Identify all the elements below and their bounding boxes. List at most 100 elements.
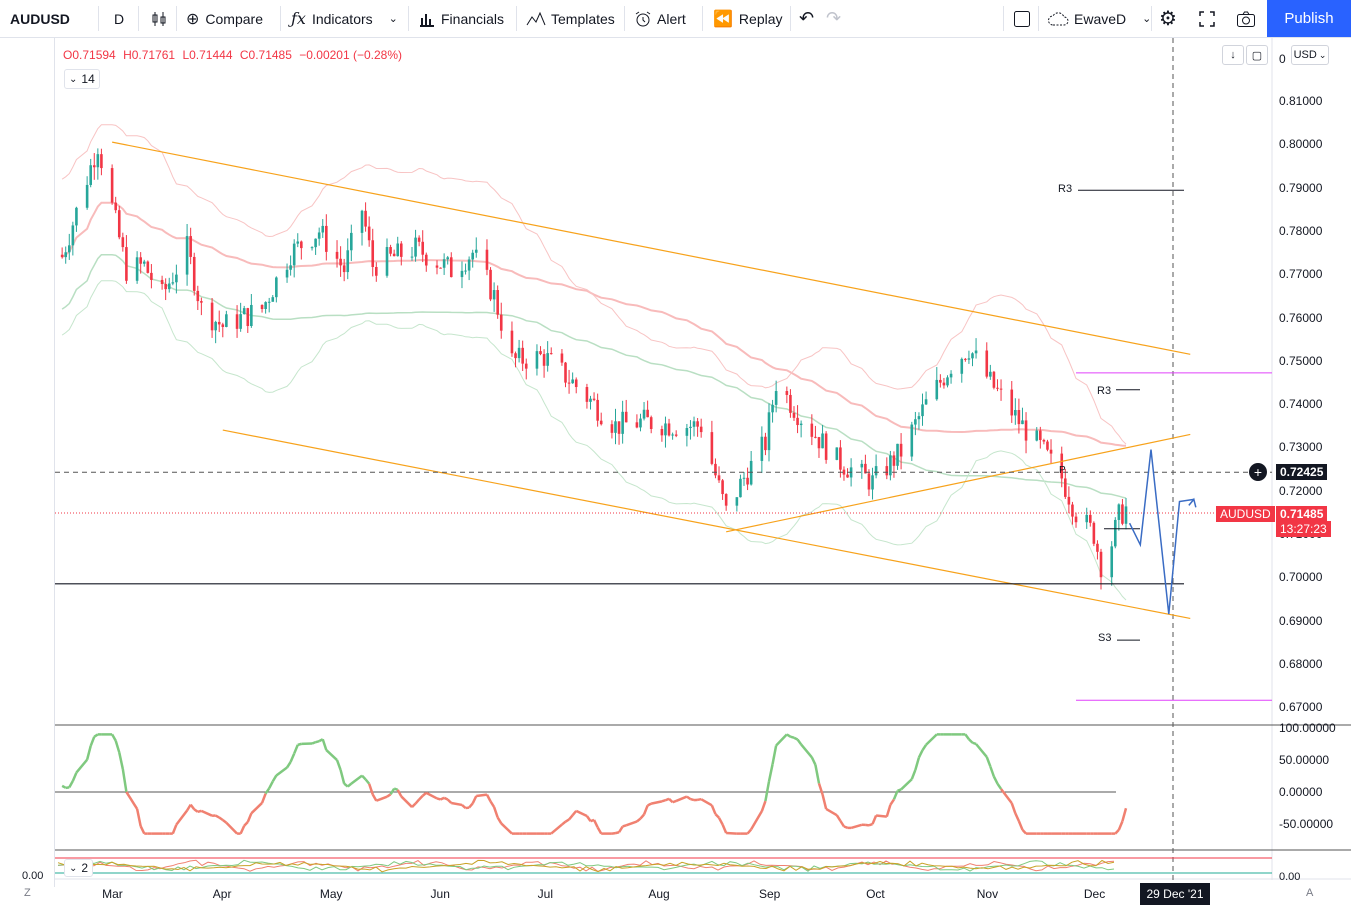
add-alert-plus-icon[interactable]: + (1249, 463, 1267, 481)
oscillator-segment (189, 803, 196, 811)
oscillator-segment (617, 825, 624, 833)
oscillator-segment (93, 733, 99, 738)
candle-body (589, 398, 592, 402)
oscillator-segment (622, 824, 627, 828)
timezone-corner-left[interactable]: Z (24, 887, 31, 899)
financials-button[interactable]: Financials (418, 0, 504, 37)
oscillator-segment (686, 795, 692, 801)
oscillator-segment (193, 808, 199, 813)
undo-button[interactable]: ↶ (799, 0, 814, 37)
oscillator-segment (118, 752, 125, 770)
oscillator-segment (111, 733, 117, 742)
candle-body (642, 409, 646, 419)
currency-button[interactable]: USD ⌄ (1291, 45, 1329, 65)
oscillator-segment (672, 799, 677, 804)
candle-body (424, 254, 428, 266)
indicator-length-box[interactable]: ⌄ 14 (64, 69, 100, 89)
candle-body (189, 236, 192, 257)
toolbar-separator (138, 6, 139, 31)
oscillator-segment (243, 821, 249, 827)
candle-body (289, 265, 292, 270)
candle-body (335, 251, 339, 259)
candle-body (585, 387, 589, 402)
oscillator-segment (371, 793, 378, 802)
oscillator-segment (421, 791, 428, 797)
alert-button[interactable]: Alert (634, 0, 686, 37)
channel-upper-line (112, 141, 1191, 355)
candle-body (517, 347, 521, 359)
templates-button[interactable]: Templates (526, 0, 615, 37)
candle-body (446, 257, 449, 260)
oscillator-segment (476, 793, 488, 798)
bar-chart-icon (420, 13, 434, 27)
price-scale-label: 0.72000 (1279, 483, 1323, 498)
sub-scale-right: 0.00 (1279, 871, 1301, 883)
oscillator-segment (1021, 828, 1027, 835)
oscillator-segment (760, 800, 767, 812)
oscillator-segment (764, 781, 771, 802)
chart-type-button[interactable] (150, 0, 168, 37)
layout-toggle-button[interactable] (1013, 0, 1031, 37)
layout-name-button[interactable]: EwaveD ⌄ (1047, 0, 1151, 37)
sub-indicator-length-box[interactable]: ⌄ 2 (64, 859, 94, 877)
oscillator-segment (717, 817, 724, 826)
oscillator-segment (268, 780, 274, 789)
candle-body (275, 277, 278, 298)
oscillator-segment (661, 799, 666, 803)
candle-body (1085, 514, 1089, 523)
compare-button[interactable]: ⊕ Compare (186, 10, 263, 28)
close-value: C0.71485 (239, 48, 292, 62)
candle-body (949, 373, 953, 378)
candle-body (1039, 430, 1042, 440)
oscillator-segment (325, 749, 338, 761)
oscillator-segment (575, 809, 588, 818)
toolbar-separator (280, 6, 281, 31)
candle-body (874, 466, 878, 476)
oscillator-segment (885, 804, 892, 818)
auto-scale-corner[interactable]: A (1306, 887, 1314, 899)
bollinger-upper (61, 124, 1127, 445)
candle-body (214, 321, 217, 331)
replay-button[interactable]: ⏪ Replay (713, 10, 783, 28)
oscillator-scale-label: 100.00000 (1279, 721, 1336, 735)
maximize-pane-button[interactable]: ▢ (1246, 45, 1268, 65)
candle-body (596, 399, 599, 421)
candle-body (821, 433, 824, 449)
candle-body (439, 267, 442, 269)
candle-body (974, 350, 978, 354)
drawing-toolbar (0, 38, 55, 887)
oscillator-segment (425, 791, 438, 800)
candle-body (1113, 519, 1117, 547)
settings-button[interactable]: ⚙ (1159, 0, 1177, 37)
candle-body (1124, 506, 1128, 524)
candle-body (710, 432, 714, 464)
fullscreen-button[interactable] (1198, 0, 1216, 37)
low-value: L0.71444 (182, 48, 233, 62)
top-toolbar: AUDUSD D ⊕ Compare ƒx Indicators ⌄ Financia… (0, 0, 1351, 38)
oscillator-segment (814, 764, 821, 784)
oscillator-segment (921, 744, 928, 751)
templates-icon (526, 11, 546, 25)
symbol-search[interactable]: AUDUSD (10, 10, 70, 27)
oscillator-segment (868, 822, 873, 827)
scroll-down-button[interactable]: ↓ (1222, 45, 1244, 65)
oscillator-segment (875, 814, 887, 818)
indicators-button[interactable]: ƒx Indicators ⌄ (291, 9, 398, 28)
candle-body (1099, 551, 1103, 578)
candle-body (960, 358, 964, 374)
candle-body (467, 259, 471, 271)
publish-button[interactable]: Publish (1267, 0, 1351, 37)
candle-body (421, 241, 425, 255)
candle-body (621, 411, 624, 434)
chevron-down-icon: ⌄ (69, 73, 78, 85)
pivot-label-s3: S3 (1098, 632, 1112, 644)
candle-body (717, 475, 721, 481)
candle-body (314, 238, 317, 248)
candle-body (789, 394, 792, 413)
redo-button[interactable]: ↷ (826, 0, 841, 37)
interval-button[interactable]: D (114, 10, 125, 27)
candle-body (239, 314, 242, 329)
snapshot-button[interactable] (1236, 0, 1256, 37)
oscillator-segment (992, 776, 999, 785)
